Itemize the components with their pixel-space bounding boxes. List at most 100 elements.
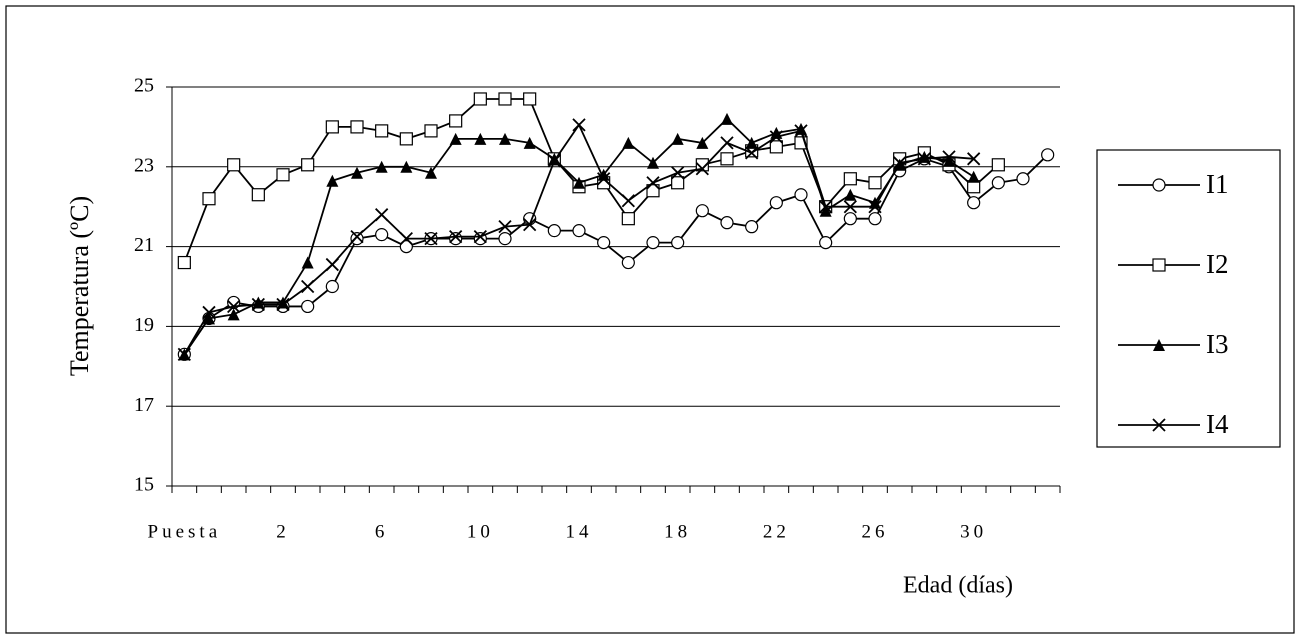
- data-point: [227, 158, 241, 172]
- data-point: [523, 218, 537, 232]
- data-point: [621, 255, 635, 270]
- data-point: [424, 231, 438, 246]
- legend-label: I3: [1206, 329, 1229, 359]
- data-point: [942, 150, 956, 164]
- data-point: [917, 152, 931, 166]
- data-point: [227, 308, 240, 321]
- data-point: [399, 240, 413, 254]
- y-tick-label: 23: [134, 154, 154, 176]
- data-point: [843, 172, 857, 186]
- data-point: [350, 229, 364, 244]
- data-point: [769, 140, 783, 154]
- data-point: [967, 196, 981, 210]
- data-point: [695, 204, 709, 218]
- data-point: [498, 232, 512, 246]
- x-tick-label: 2: [276, 521, 290, 542]
- data-point: [301, 299, 315, 314]
- data-point: [769, 196, 783, 210]
- data-point: [720, 136, 734, 150]
- legend-marker: [1153, 339, 1165, 351]
- y-axis-label: Temperatura (ºC): [65, 196, 94, 376]
- data-point: [967, 170, 980, 183]
- data-point: [473, 229, 487, 244]
- data-point: [843, 212, 857, 226]
- x-axis-label: Edad (días): [903, 573, 1013, 599]
- data-point: [399, 132, 413, 146]
- data-point: [745, 220, 759, 234]
- data-point: [794, 188, 808, 202]
- data-point: [400, 160, 413, 173]
- x-tick-label: 22: [763, 521, 790, 542]
- data-point: [991, 176, 1005, 190]
- data-point: [647, 156, 659, 169]
- data-point: [547, 154, 561, 168]
- data-point: [301, 279, 315, 294]
- data-point: [326, 174, 339, 187]
- data-point: [819, 200, 833, 214]
- data-point: [351, 166, 363, 179]
- data-point: [251, 297, 265, 312]
- x-tick-label: 30: [960, 521, 987, 542]
- data-point: [1016, 172, 1030, 186]
- data-point: [844, 188, 857, 201]
- data-point: [177, 255, 191, 270]
- data-point: [991, 158, 1005, 172]
- data-point: [819, 204, 832, 217]
- legend-label: I4: [1206, 409, 1229, 439]
- data-point: [843, 200, 857, 214]
- data-point: [1041, 148, 1055, 162]
- data-point: [449, 232, 463, 246]
- data-point: [671, 166, 685, 180]
- data-point: [325, 257, 339, 272]
- x-tick-label: Puesta: [148, 521, 222, 542]
- x-tick-label: 18: [664, 521, 691, 542]
- data-point: [399, 231, 413, 246]
- data-point: [202, 192, 216, 206]
- data-point: [572, 118, 586, 132]
- legend-label: I1: [1206, 169, 1229, 199]
- data-point: [745, 146, 759, 160]
- data-point: [597, 172, 611, 186]
- legend-marker: [1152, 418, 1166, 432]
- y-tick-label: 15: [134, 474, 154, 496]
- data-point: [943, 154, 955, 167]
- data-point: [375, 160, 388, 173]
- data-point: [473, 92, 487, 106]
- data-point: [424, 124, 438, 138]
- y-tick-label: 17: [134, 394, 154, 416]
- data-point: [893, 156, 907, 170]
- legend-marker: [1152, 178, 1166, 192]
- data-point: [869, 196, 881, 209]
- data-point: [720, 152, 734, 166]
- data-point: [276, 297, 290, 312]
- data-point: [646, 184, 660, 198]
- data-point: [375, 208, 389, 222]
- data-point: [350, 232, 364, 246]
- data-point: [671, 132, 684, 145]
- data-point: [548, 152, 561, 165]
- data-point: [720, 216, 734, 230]
- data-point: [696, 136, 709, 149]
- data-point: [449, 114, 463, 128]
- data-point: [868, 176, 882, 190]
- data-point: [695, 162, 709, 176]
- data-point: [277, 296, 289, 309]
- legend-marker: [1152, 258, 1166, 272]
- data-point: [425, 166, 437, 179]
- data-point: [794, 124, 808, 138]
- data-point: [375, 124, 389, 138]
- legend-box: [1096, 149, 1281, 448]
- data-point: [819, 236, 833, 250]
- data-point: [597, 236, 611, 250]
- data-point: [499, 132, 511, 145]
- data-point: [203, 312, 215, 325]
- data-point: [202, 305, 216, 320]
- data-point: [375, 228, 389, 242]
- data-point: [301, 158, 315, 172]
- data-point: [325, 120, 339, 134]
- y-tick-label: 25: [134, 75, 154, 97]
- data-point: [498, 92, 512, 106]
- data-point: [769, 130, 783, 144]
